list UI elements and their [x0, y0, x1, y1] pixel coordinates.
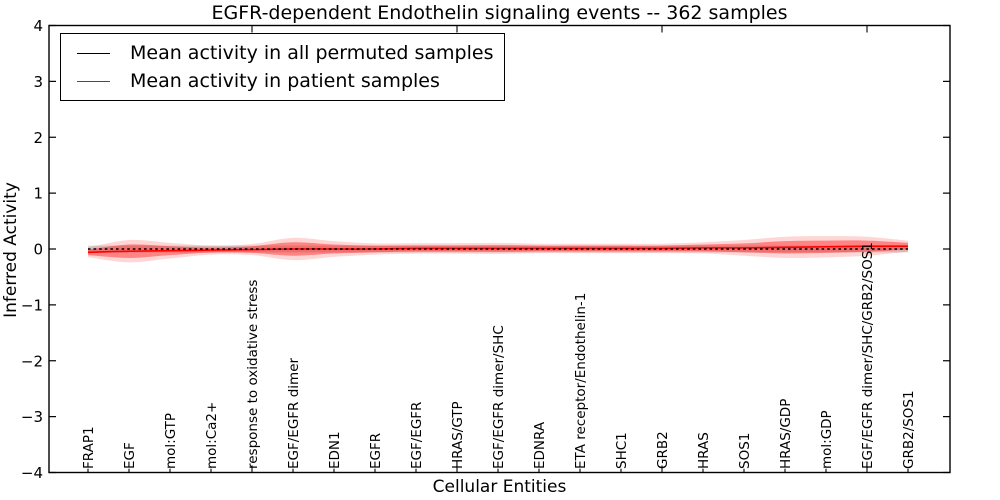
y-tick-label: 3 [33, 73, 43, 91]
legend-line-permuted-icon [77, 52, 110, 54]
y-tick-label: −4 [21, 464, 43, 482]
y-tick-label: −3 [21, 408, 43, 426]
x-tick-label: ETA receptor/Endothelin-1 [573, 293, 589, 469]
legend-label-patient: Mean activity in patient samples [130, 70, 440, 92]
x-tick-label: mol:GDP [819, 410, 835, 469]
x-tick-label: EGF/EGFR dimer/SHC/GRB2/SOS1 [860, 242, 876, 469]
chart-title: EGFR-dependent Endothelin signaling even… [211, 2, 788, 24]
x-tick-label: SOS1 [737, 433, 753, 469]
x-tick-label: EGF [122, 442, 138, 469]
x-tick-label: SHC1 [614, 432, 630, 469]
legend-item-permuted: Mean activity in all permuted samples [69, 39, 493, 67]
y-tick-label: −1 [21, 296, 43, 314]
x-tick-label: response to oxidative stress [245, 280, 261, 469]
x-axis-label: Cellular Entities [432, 477, 567, 497]
x-tick-label: EGF/EGFR dimer [286, 357, 302, 469]
x-tick-label: EGFR [368, 433, 384, 469]
x-tick-label: EDNRA [532, 421, 548, 469]
x-tick-label: EDN1 [327, 431, 343, 469]
x-tick-label: EGF/EGFR [409, 402, 425, 469]
x-tick-label: HRAS/GTP [450, 401, 466, 469]
x-tick-label: GRB2 [655, 431, 671, 469]
x-tick-label: GRB2/SOS1 [901, 390, 917, 469]
x-tick-label: FRAP1 [81, 426, 97, 469]
y-tick-label: 2 [33, 129, 43, 147]
legend-line-patient-icon [77, 80, 110, 82]
legend: Mean activity in all permuted samples Me… [60, 33, 506, 101]
y-tick-label: 1 [33, 185, 43, 203]
x-tick-label: mol:GTP [163, 413, 179, 469]
y-axis-label: Inferred Activity [1, 182, 21, 318]
x-tick-label: EGF/EGFR dimer/SHC [491, 325, 507, 469]
y-tick-label: 4 [33, 17, 43, 35]
x-tick-label: mol:Ca2+ [204, 402, 220, 469]
y-tick-label: 0 [33, 241, 43, 259]
y-tick-label: −2 [21, 352, 43, 370]
x-tick-label: HRAS/GDP [778, 399, 794, 469]
legend-item-patient: Mean activity in patient samples [69, 67, 493, 95]
legend-label-permuted: Mean activity in all permuted samples [130, 42, 494, 64]
x-tick-label: HRAS [696, 432, 712, 469]
